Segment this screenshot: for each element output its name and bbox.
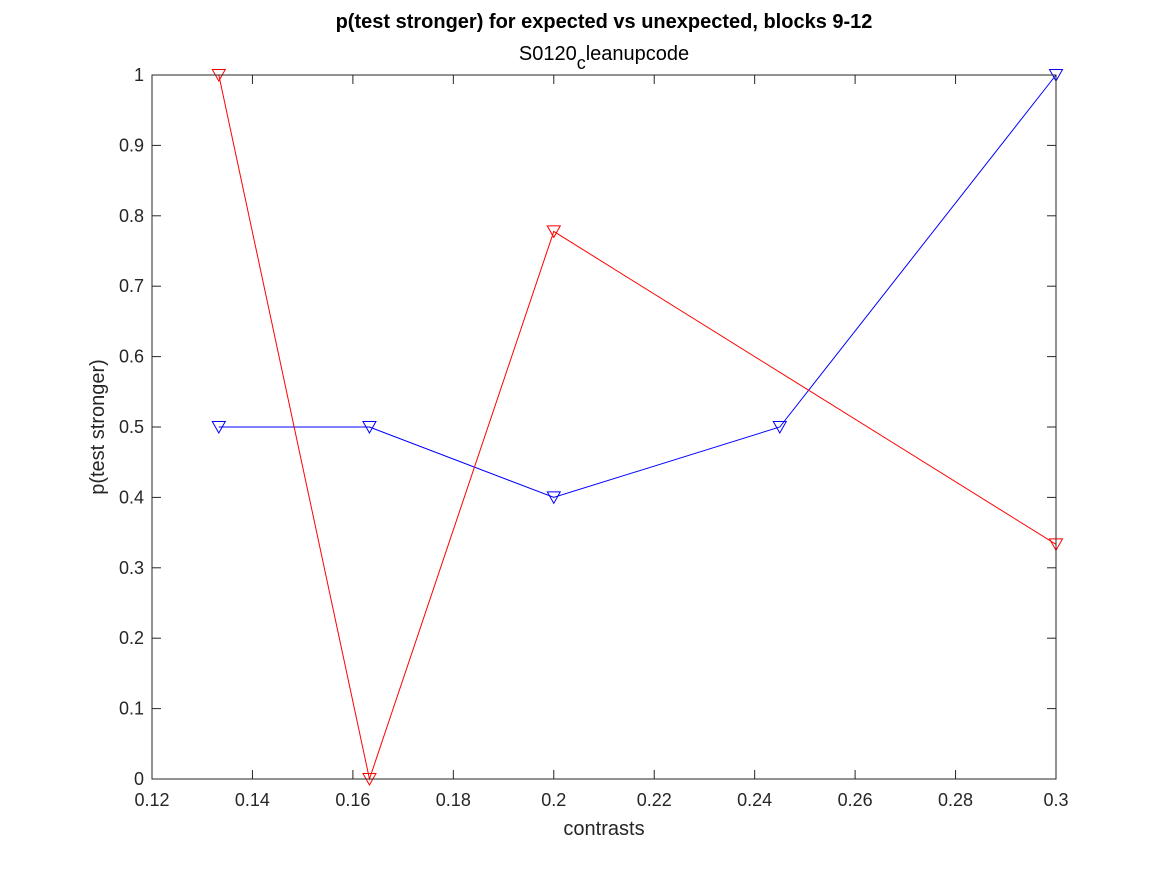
series-0-point-1 [362, 421, 377, 435]
x-tick-label-7: 0.26 [838, 790, 873, 810]
subtitle-prefix: S0120 [519, 43, 577, 65]
x-tick-label-2: 0.16 [335, 790, 370, 810]
x-tick-label-3: 0.18 [436, 790, 471, 810]
series-1-point-2 [546, 225, 562, 239]
series-1-line [218, 74, 1057, 781]
chart-subtitle: S0120cleanupcode [519, 43, 689, 73]
y-tick-label-8: 0.8 [119, 206, 144, 226]
x-tick-label-0: 0.12 [134, 790, 169, 810]
x-tick-label-6: 0.24 [737, 790, 772, 810]
y-tick-label-0: 0 [134, 769, 144, 789]
x-tick-label-1: 0.14 [235, 790, 270, 810]
x-tick-label-8: 0.28 [938, 790, 973, 810]
series-0-point-3 [772, 421, 788, 435]
y-tick-label-7: 0.7 [119, 276, 144, 296]
series-0-point-0 [211, 421, 227, 435]
y-tick-label-1: 0.1 [119, 699, 144, 719]
series-0-line [218, 74, 1057, 498]
series-0 [211, 69, 1064, 505]
series-layer [211, 69, 1064, 787]
x-tick-label-4: 0.2 [541, 790, 566, 810]
x-tick-label-9: 0.3 [1043, 790, 1068, 810]
axes-layer: 0.12 0.14 0.16 0.18 0.2 0.22 0.24 0.26 0.28 0.3 0 0… [119, 65, 1069, 810]
series-0-point-2 [546, 491, 562, 505]
x-axis-label: contrasts [563, 818, 644, 840]
chart-title: p(test stronger) for expected vs unexpec… [336, 11, 873, 33]
x-tick-label-5: 0.22 [637, 790, 672, 810]
y-tick-label-5: 0.5 [119, 417, 144, 437]
subtitle-suffix: leanupcode [586, 43, 689, 65]
subtitle-subscript: c [577, 53, 586, 73]
y-tick-label-9: 0.9 [119, 135, 144, 155]
y-tick-label-10: 1 [134, 65, 144, 85]
y-tick-label-3: 0.3 [119, 558, 144, 578]
y-tick-label-2: 0.2 [119, 628, 144, 648]
y-axis-label: p(test stronger) [87, 359, 109, 495]
y-tick-label-4: 0.4 [119, 487, 144, 507]
y-tick-label-6: 0.6 [119, 347, 144, 367]
